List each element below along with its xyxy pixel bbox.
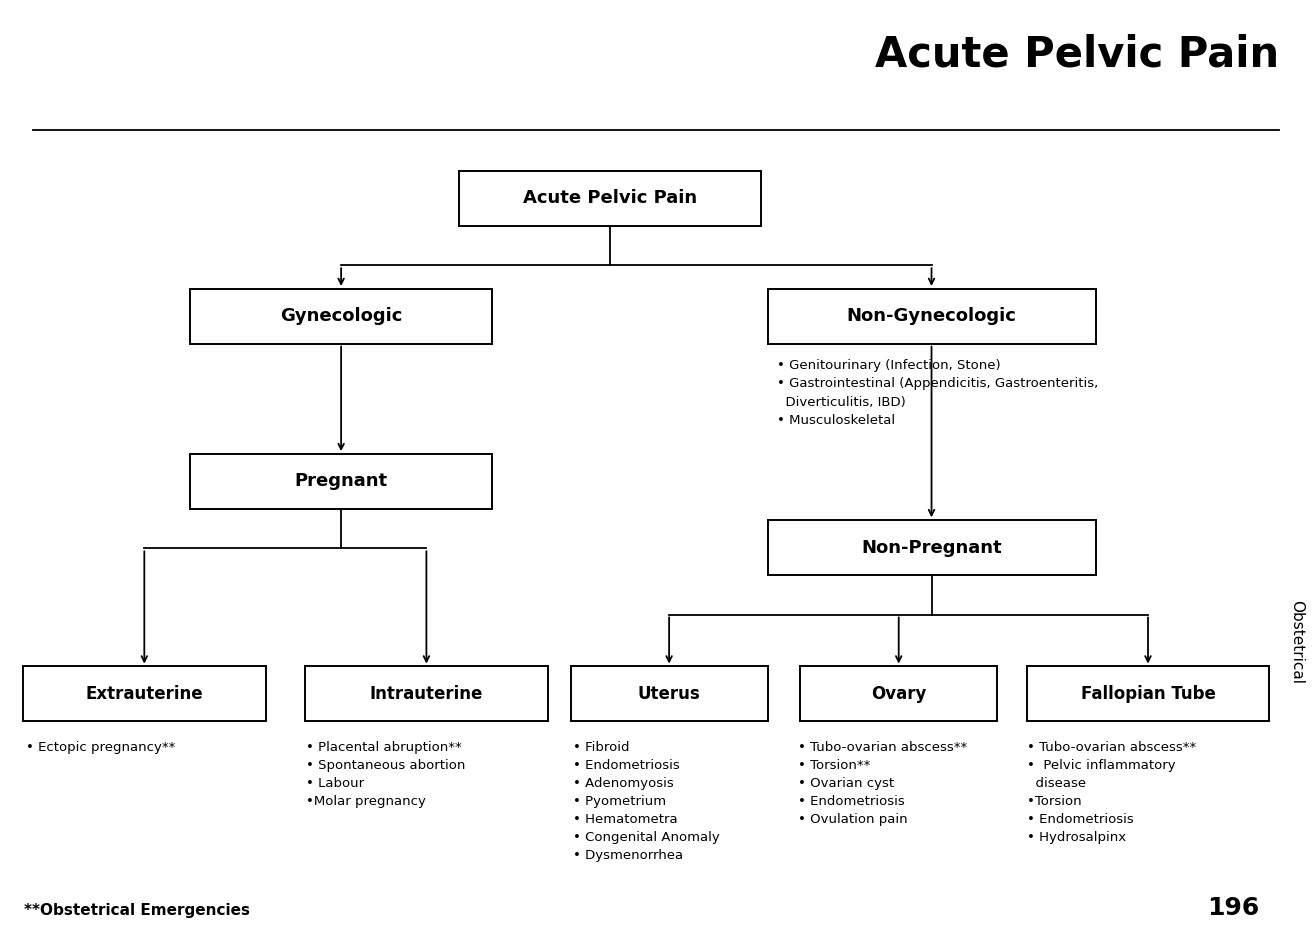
FancyBboxPatch shape [304,666,548,721]
Text: Gynecologic: Gynecologic [279,307,403,326]
Text: Acute Pelvic Pain: Acute Pelvic Pain [523,189,697,208]
Text: Obstetrical: Obstetrical [1288,600,1304,683]
FancyBboxPatch shape [800,666,997,721]
Text: Intrauterine: Intrauterine [370,684,483,703]
FancyBboxPatch shape [768,520,1096,575]
Text: • Ectopic pregnancy**: • Ectopic pregnancy** [26,741,176,754]
Text: • Fibroid
• Endometriosis
• Adenomyosis
• Pyometrium
• Hematometra
• Congenital : • Fibroid • Endometriosis • Adenomyosis … [573,741,720,862]
FancyBboxPatch shape [768,289,1096,344]
Text: • Tubo-ovarian abscess**
•  Pelvic inflammatory
  disease
•Torsion
• Endometrios: • Tubo-ovarian abscess** • Pelvic inflam… [1027,741,1197,844]
Text: 196: 196 [1207,897,1260,920]
Text: Non-Gynecologic: Non-Gynecologic [846,307,1017,326]
Text: Uterus: Uterus [638,684,701,703]
Text: Non-Pregnant: Non-Pregnant [861,538,1002,557]
Text: Acute Pelvic Pain: Acute Pelvic Pain [875,33,1279,75]
Text: Extrauterine: Extrauterine [85,684,203,703]
Text: **Obstetrical Emergencies: **Obstetrical Emergencies [24,902,249,918]
FancyBboxPatch shape [459,171,761,226]
Text: Pregnant: Pregnant [295,472,387,491]
FancyBboxPatch shape [190,289,492,344]
Text: • Genitourinary (Infection, Stone)
• Gastrointestinal (Appendicitis, Gastroenter: • Genitourinary (Infection, Stone) • Gas… [777,359,1098,428]
Text: • Placental abruption**
• Spontaneous abortion
• Labour
•Molar pregnancy: • Placental abruption** • Spontaneous ab… [306,741,464,808]
Text: Ovary: Ovary [871,684,926,703]
FancyBboxPatch shape [571,666,768,721]
FancyBboxPatch shape [24,666,265,721]
FancyBboxPatch shape [190,454,492,509]
Text: Fallopian Tube: Fallopian Tube [1081,684,1215,703]
Text: • Tubo-ovarian abscess**
• Torsion**
• Ovarian cyst
• Endometriosis
• Ovulation : • Tubo-ovarian abscess** • Torsion** • O… [798,741,967,826]
FancyBboxPatch shape [1026,666,1270,721]
